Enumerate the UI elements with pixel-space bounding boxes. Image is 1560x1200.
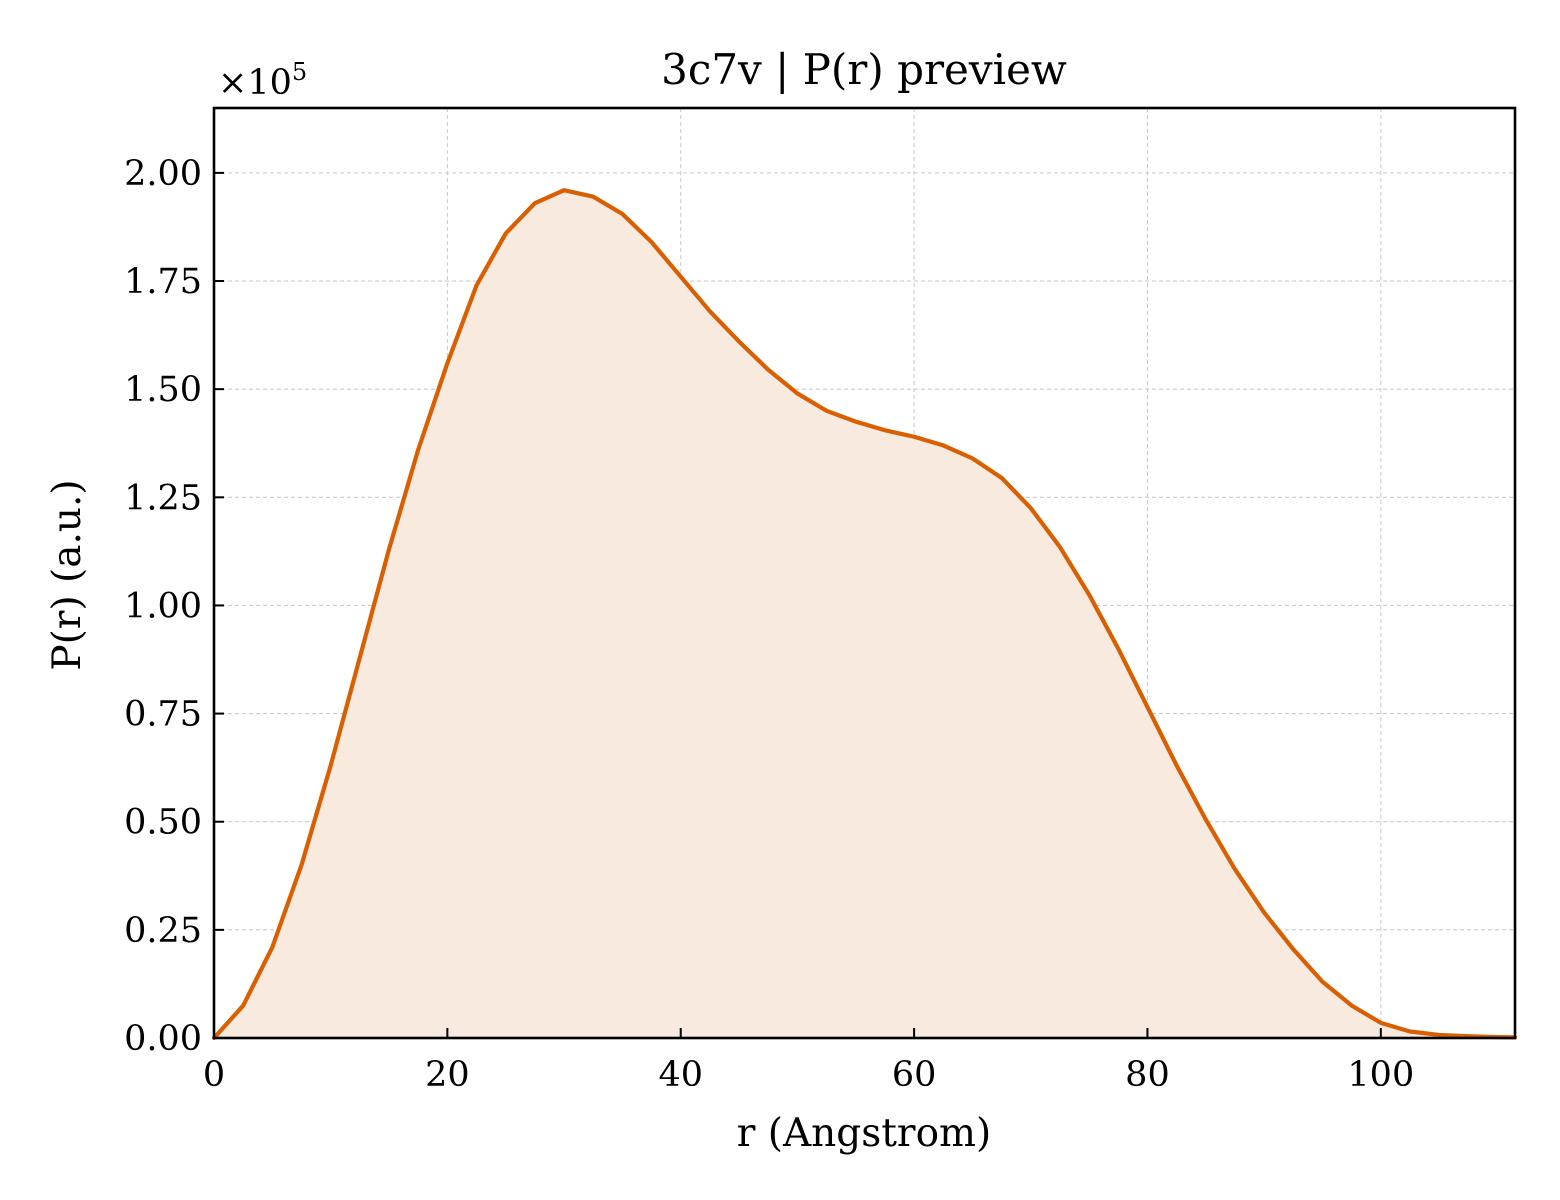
x-tick-label-60: 60 [892, 1055, 937, 1095]
x-tick-label-80: 80 [1125, 1055, 1170, 1095]
y-tick-label-0.50: 0.50 [124, 803, 202, 843]
y-axis-label: P(r) (a.u.) [45, 479, 90, 670]
x-axis-label: r (Angstrom) [737, 1111, 992, 1156]
ticks: 0 20 40 60 80 100 0.00 0.25 0.50 0.75 1.00 1.25 1.50… [124, 154, 1414, 1095]
series-0-area-fill [214, 190, 1515, 1038]
y-offset-base: ×10 [218, 63, 292, 103]
chart-title: 3c7v | P(r) preview [661, 45, 1067, 94]
y-tick-label-0.00: 0.00 [124, 1019, 202, 1059]
y-axis-offset-label: ×105 [218, 58, 307, 103]
x-tick-label-0: 0 [203, 1055, 225, 1095]
y-tick-label-1.50: 1.50 [124, 370, 202, 410]
axes-frame [212, 106, 1517, 1040]
series-0-line [211, 188, 1518, 1041]
y-tick-label-2.00: 2.00 [124, 154, 202, 194]
x-tick-label-20: 20 [425, 1055, 470, 1095]
y-offset-exponent: 5 [292, 58, 307, 86]
y-tick-label-1.75: 1.75 [124, 262, 202, 302]
x-tick-label-40: 40 [658, 1055, 703, 1095]
y-tick-label-1.00: 1.00 [124, 586, 202, 626]
y-tick-label-0.75: 0.75 [124, 695, 202, 735]
x-tick-label-100: 100 [1347, 1055, 1414, 1095]
plot-frame [212, 106, 1517, 1040]
y-tick-label-1.25: 1.25 [124, 478, 202, 518]
series-layer [211, 188, 1518, 1041]
y-tick-label-0.25: 0.25 [124, 911, 202, 951]
